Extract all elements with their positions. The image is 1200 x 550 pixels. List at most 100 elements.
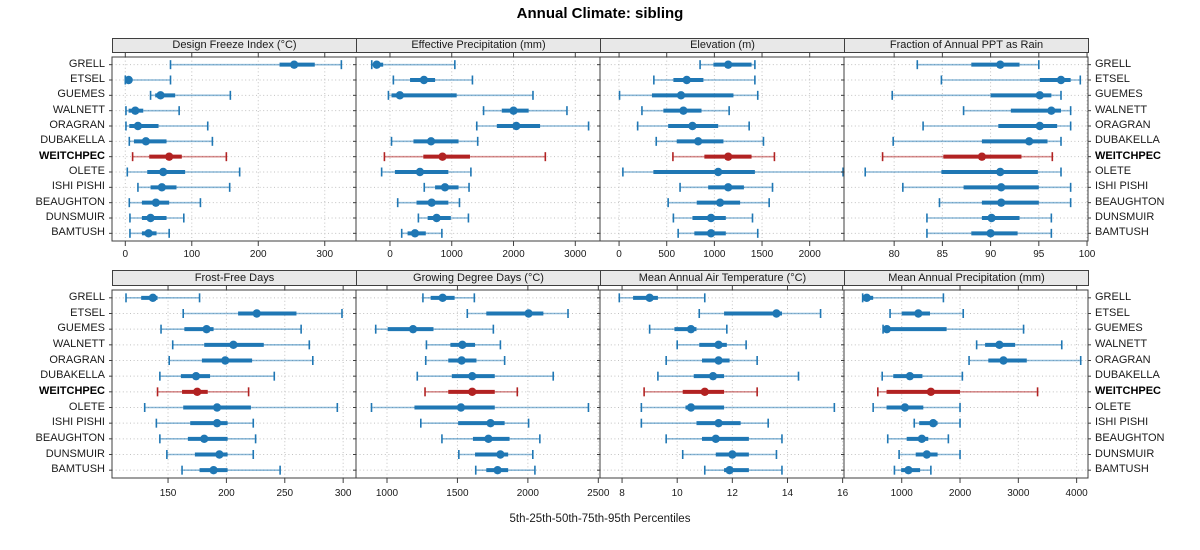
median-dot — [996, 167, 1005, 177]
whisker-row-dubakella — [159, 371, 276, 381]
median-dot — [977, 152, 987, 161]
whisker-row-oragran — [475, 121, 590, 131]
site-label-dubakella: DUBAKELLA — [1095, 134, 1160, 147]
whisker-row-grell — [618, 293, 706, 303]
whisker-row-beaughton — [667, 198, 770, 208]
x-tick-label: 85 — [936, 249, 948, 260]
whisker-row-beaughton — [886, 434, 950, 444]
whisker-row-grell — [916, 60, 1040, 70]
whisker-row-etsel — [698, 309, 822, 318]
whisker-row-olete — [370, 403, 590, 412]
x-tick-label: 0 — [122, 249, 129, 260]
panel-header-fraction-of-annual-ppt-as-rain: Fraction of Annual PPT as Rain — [844, 38, 1089, 53]
x-tick-label: 1500 — [750, 249, 774, 260]
site-label-beaughton: BEAUGHTON — [35, 195, 105, 208]
median-dot — [986, 229, 995, 238]
median-dot — [715, 198, 725, 207]
whisker-row-ishi-pishi — [420, 418, 530, 428]
site-label-weitchpec: WEITCHPEC — [1095, 149, 1161, 162]
x-tick-label: 16 — [837, 488, 849, 499]
whisker-row-beaughton — [159, 434, 257, 444]
whisker-row-ishi-pishi — [679, 182, 774, 192]
x-tick-label: 2000 — [948, 488, 972, 499]
site-label-dunsmuir: DUNSMUIR — [45, 447, 105, 460]
median-dot — [900, 403, 910, 412]
whisker-row-walnett — [425, 340, 502, 350]
whisker-row-oragran — [665, 356, 758, 365]
whisker-row-dubakella — [655, 136, 765, 146]
whisker-row-weitchpec — [424, 387, 519, 397]
figure-title: Annual Climate: sibling — [516, 5, 684, 22]
median-dot — [151, 198, 161, 207]
x-tick-label: 300 — [316, 249, 334, 260]
x-tick-label: 100 — [1078, 249, 1096, 260]
site-label-walnett: WALNETT — [1095, 103, 1148, 116]
site-label-guemes: GUEMES — [57, 88, 105, 101]
site-label-grell: GRELL — [68, 290, 105, 303]
whisker-row-dunsmuir — [458, 450, 534, 459]
whisker-row-grell — [169, 60, 343, 70]
median-dot — [131, 106, 140, 115]
whisker-row-guemes — [387, 90, 534, 100]
median-dot — [141, 137, 151, 146]
x-tick-label: 100 — [183, 249, 201, 260]
whisker-row-walnett — [125, 106, 180, 116]
panel-header-frost-free-days: Frost-Free Days — [112, 270, 357, 286]
median-dot — [686, 403, 696, 412]
site-label-walnett: WALNETT — [52, 337, 105, 350]
whisker-row-beaughton — [938, 198, 1072, 208]
x-tick-label: 3000 — [564, 249, 587, 260]
whisker-row-grell — [699, 60, 756, 70]
median-dot — [917, 434, 927, 444]
median-dot — [438, 293, 447, 303]
whisker-row-ishi-pishi — [913, 418, 961, 428]
median-dot — [725, 465, 734, 475]
median-dot — [1035, 91, 1044, 100]
x-tick-label: 0 — [616, 249, 622, 260]
x-tick-label: 500 — [658, 249, 676, 260]
site-label-beaughton: BEAUGHTON — [35, 431, 105, 444]
site-label-dubakella: DUBAKELLA — [1095, 369, 1160, 382]
median-dot — [133, 121, 143, 131]
whisker-row-beaughton — [441, 434, 541, 444]
panel-frost-free-days — [109, 286, 359, 483]
whisker-row-grell — [861, 293, 945, 303]
whisker-row-walnett — [962, 106, 1072, 116]
median-dot — [440, 183, 450, 192]
x-tick-label: 12 — [726, 488, 738, 499]
site-label-grell: GRELL — [68, 57, 105, 70]
whisker-row-dubakella — [128, 136, 214, 146]
site-label-etsel: ETSEL — [1095, 73, 1130, 85]
whisker-row-dunsmuir — [926, 213, 1053, 223]
whisker-row-walnett — [482, 106, 568, 116]
median-dot — [997, 198, 1006, 207]
whisker-row-olete — [143, 403, 339, 412]
x-tick-label: 2000 — [798, 249, 821, 260]
site-label-etsel: ETSEL — [70, 73, 105, 85]
whisker-row-weitchpec — [877, 387, 1039, 397]
whisker-row-weitchpec — [131, 152, 228, 162]
median-dot — [468, 387, 477, 397]
median-dot — [456, 403, 466, 412]
median-dot — [468, 371, 477, 381]
whisker-row-guemes — [160, 324, 302, 334]
median-dot — [164, 152, 174, 161]
whisker-row-walnett — [641, 106, 730, 116]
whisker-row-bamtush — [400, 228, 443, 238]
whisker-row-dunsmuir — [166, 450, 255, 459]
whisker-row-ishi-pishi — [640, 418, 769, 428]
median-dot — [427, 198, 436, 207]
panel-mean-annual-precipitation-mm — [841, 286, 1091, 483]
whisker-row-dubakella — [657, 371, 800, 381]
median-dot — [645, 293, 654, 303]
median-dot — [193, 387, 202, 397]
x-tick-label: 10 — [671, 488, 683, 499]
whisker-row-guemes — [882, 324, 1025, 334]
x-tick-label: 1000 — [375, 488, 399, 499]
whisker-row-oragran — [125, 121, 209, 131]
median-dot — [929, 418, 938, 428]
median-dot — [708, 371, 718, 381]
whisker-row-etsel — [124, 75, 172, 85]
median-dot — [1024, 137, 1034, 146]
site-label-dunsmuir: DUNSMUIR — [1095, 447, 1155, 460]
